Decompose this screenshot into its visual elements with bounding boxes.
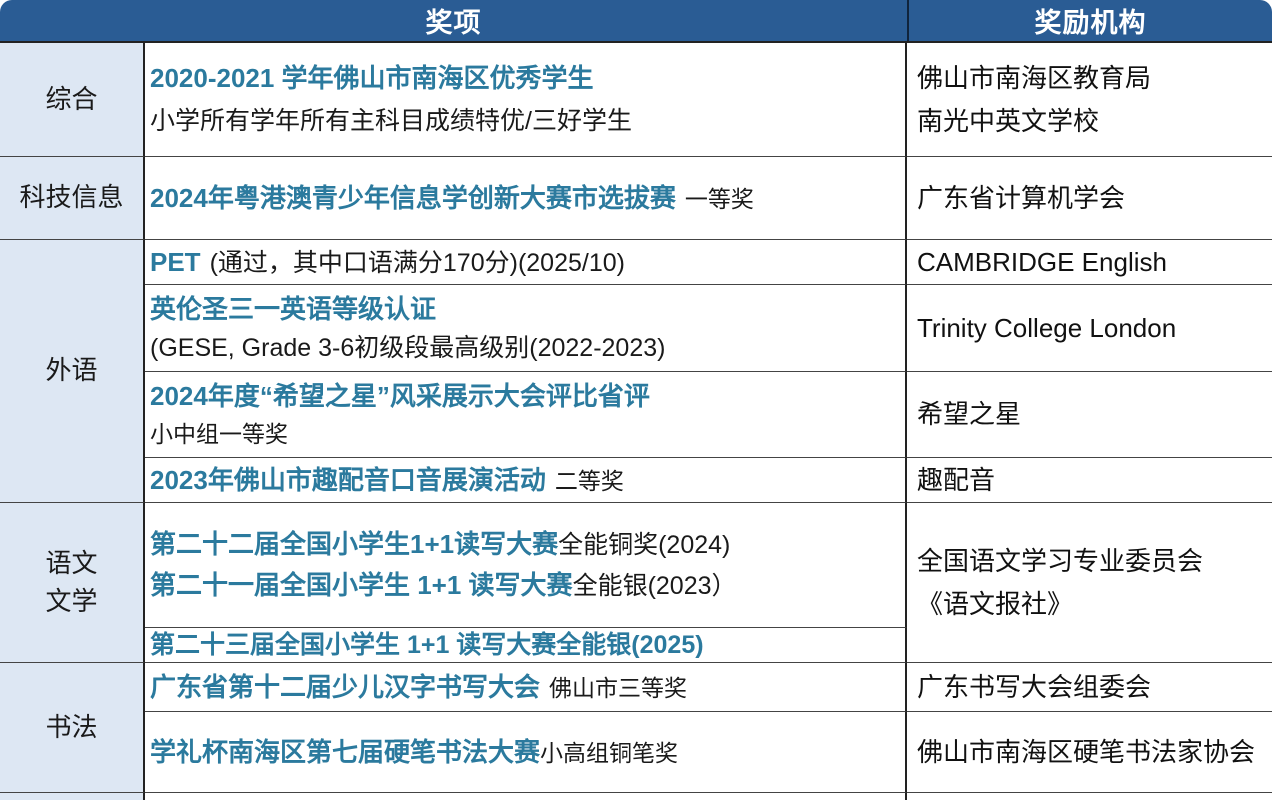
award-detail: 佛山市三等奖	[549, 675, 688, 701]
award-detail-line: (GESE, Grade 3-6初级段最高级别(2022-2023)	[150, 333, 905, 362]
award-title-line: 学礼杯南海区第七届硬笔书法大赛小高组铜笔奖	[150, 739, 905, 765]
header-awards-column: 奖项	[425, 8, 482, 38]
award-title: 2020-2021 学年佛山市南海区优秀学生	[150, 63, 594, 93]
award-title-line: PET (通过，其中口语满分170分)(2025/10)	[150, 249, 905, 276]
org-hard-pen-calligraphers-association: 佛山市南海区硬笔书法家协会	[907, 712, 1272, 793]
award-informatics-contest: 2024年粤港澳青少年信息学创新大赛市选拔赛 一等奖	[145, 157, 907, 240]
org-line2: 南光中英文学校	[917, 105, 1100, 136]
award-title-line: 第二十二届全国小学生1+1读写大赛全能铜奖(2024)	[150, 531, 905, 558]
award-detail: (通过，其中口语满分170分)(2025/10)	[209, 248, 625, 277]
award-pet-exam: PET (通过，其中口语满分170分)(2025/10)	[145, 240, 907, 285]
award-title-line: 广东省第十二届少儿汉字书写大会 佛山市三等奖	[150, 674, 905, 700]
org-line1: 趣配音	[917, 464, 996, 495]
award-title-line: 2020-2021 学年佛山市南海区优秀学生	[150, 65, 905, 91]
award-detail: 全能银(2023）	[572, 572, 737, 600]
org-computer-federation: 广东省计算机学会	[907, 157, 1272, 240]
org-line1: CAMBRIDGE English	[917, 246, 1167, 277]
partial-award-cell	[145, 793, 907, 800]
category-chinese-literature: 语文 文学	[0, 503, 145, 663]
partial-org-cell	[907, 793, 1272, 800]
award-reading-writing-contest-22-21: 第二十二届全国小学生1+1读写大赛全能铜奖(2024) 第二十一届全国小学生 1…	[145, 503, 907, 628]
org-fun-dubbing: 趣配音	[907, 458, 1272, 503]
header-org-column: 奖励机构	[907, 0, 1272, 41]
award-detail: 二等奖	[554, 468, 624, 494]
org-star-of-hope: 希望之星	[907, 372, 1272, 458]
award-hard-pen-calligraphy: 学礼杯南海区第七届硬笔书法大赛小高组铜笔奖	[145, 712, 907, 793]
award-title: 广东省第十二届少儿汉字书写大会	[150, 672, 541, 702]
award-star-of-hope: 2024年度“希望之星”风采展示大会评比省评 小中组一等奖	[145, 372, 907, 458]
org-trinity-college: Trinity College London	[907, 285, 1272, 372]
category-comprehensive: 综合	[0, 43, 145, 157]
table-bottom-partial-row	[0, 793, 1272, 800]
org-line1: 广东书写大会组委会	[917, 671, 1152, 702]
award-title-line: 英伦圣三一英语等级认证	[150, 296, 905, 322]
org-chinese-study-committee: 全国语文学习专业委员会 《语文报社》	[907, 503, 1272, 663]
award-title: 英伦圣三一英语等级认证	[150, 293, 437, 324]
award-detail-line: 小中组一等奖	[150, 423, 905, 446]
category-chinese-line2: 文学	[45, 585, 98, 616]
org-line1: 全国语文学习专业委员会	[917, 545, 1204, 576]
award-detail: (GESE, Grade 3-6初级段最高级别(2022-2023)	[150, 333, 666, 362]
org-line2: 《语文报社》	[917, 588, 1074, 619]
award-detail-line: 小学所有学年所有主科目成绩特优/三好学生	[150, 109, 905, 134]
org-line1: 广东省计算机学会	[917, 182, 1126, 213]
table-header: 奖项 奖励机构	[0, 0, 1272, 43]
award-detail: 全能铜奖(2024)	[558, 531, 731, 559]
category-chinese-line1: 语文	[45, 547, 98, 578]
table-body: 综合 科技信息 外语 语文 文学 书法 2020-2021 学年佛山市南海区优秀…	[0, 43, 1272, 793]
org-line1: 佛山市南海区教育局	[917, 62, 1152, 93]
award-trinity-gese: 英伦圣三一英语等级认证 (GESE, Grade 3-6初级段最高级别(2022…	[145, 285, 907, 372]
award-outstanding-student: 2020-2021 学年佛山市南海区优秀学生 小学所有学年所有主科目成绩特优/三…	[145, 43, 907, 157]
award-title: 第二十三届全国小学生 1+1 读写大赛全能银(2025)	[150, 630, 704, 659]
award-hanzi-writing-conference: 广东省第十二届少儿汉字书写大会 佛山市三等奖	[145, 663, 907, 712]
org-line1: Trinity College London	[917, 312, 1177, 343]
award-detail: 小学所有学年所有主科目成绩特优/三好学生	[150, 107, 632, 135]
award-reading-writing-contest-23: 第二十三届全国小学生 1+1 读写大赛全能银(2025)	[145, 628, 907, 663]
category-tech-info: 科技信息	[0, 157, 145, 240]
org-line1: 佛山市南海区硬笔书法家协会	[917, 736, 1256, 767]
award-detail: 小中组一等奖	[150, 421, 288, 447]
award-detail: 小高组铜笔奖	[540, 740, 679, 766]
category-calligraphy: 书法	[0, 663, 145, 793]
award-title: 2024年度“希望之星”风采展示大会评比省评	[150, 381, 650, 411]
award-title: 第二十一届全国小学生 1+1 读写大赛	[150, 570, 573, 600]
award-detail: 一等奖	[684, 186, 754, 212]
award-title-line: 第二十一届全国小学生 1+1 读写大赛全能银(2023）	[150, 572, 905, 599]
category-foreign-language: 外语	[0, 240, 145, 503]
award-title: 2024年粤港澳青少年信息学创新大赛市选拔赛	[150, 183, 676, 213]
award-title: 2023年佛山市趣配音口音展演活动	[150, 465, 546, 495]
org-writing-conference-committee: 广东书写大会组委会	[907, 663, 1272, 712]
award-title: 学礼杯南海区第七届硬笔书法大赛	[150, 737, 541, 767]
org-education-bureau: 佛山市南海区教育局 南光中英文学校	[907, 43, 1272, 157]
org-cambridge-english: CAMBRIDGE English	[907, 240, 1272, 285]
org-line1: 希望之星	[917, 399, 1022, 430]
award-title: 第二十二届全国小学生1+1读写大赛	[150, 529, 559, 559]
award-title-line: 2023年佛山市趣配音口音展演活动 二等奖	[150, 467, 905, 493]
award-title: PET	[150, 246, 201, 277]
award-fun-dubbing: 2023年佛山市趣配音口音展演活动 二等奖	[145, 458, 907, 503]
award-title-line: 2024年度“希望之星”风采展示大会评比省评	[150, 383, 905, 409]
award-title-line: 第二十三届全国小学生 1+1 读写大赛全能银(2025)	[150, 630, 905, 659]
award-title-line: 2024年粤港澳青少年信息学创新大赛市选拔赛 一等奖	[150, 185, 905, 211]
partial-category-cell	[0, 793, 145, 800]
